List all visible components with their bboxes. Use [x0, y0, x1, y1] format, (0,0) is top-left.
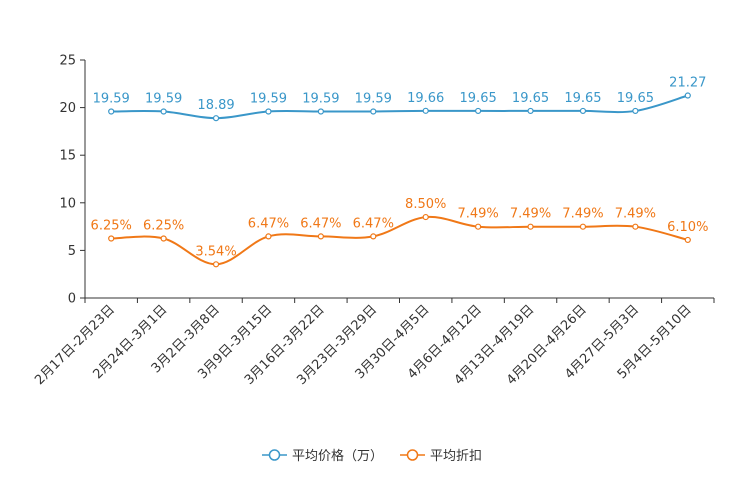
- data-point: [527, 223, 534, 230]
- data-label: 18.89: [197, 98, 234, 113]
- data-label: 6.47%: [300, 216, 341, 231]
- data-point: [579, 107, 587, 115]
- data-label: 19.65: [564, 91, 601, 106]
- legend-item-1[interactable]: 平均折扣: [400, 449, 482, 464]
- data-label: 19.59: [250, 92, 287, 107]
- data-point: [370, 233, 377, 240]
- y-tick-label: 10: [59, 196, 76, 211]
- data-label: 6.25%: [143, 219, 184, 234]
- y-tick-label: 20: [59, 101, 76, 116]
- series-line-0: [111, 94, 689, 120]
- data-label: 19.65: [512, 91, 549, 106]
- data-label: 6.47%: [353, 216, 394, 231]
- data-point: [317, 108, 324, 115]
- data-label: 7.49%: [510, 207, 551, 222]
- series-line-1: [111, 215, 689, 266]
- data-label: 7.49%: [615, 207, 656, 222]
- data-point: [684, 236, 691, 244]
- legend-item-0[interactable]: 平均价格（万）: [262, 448, 383, 464]
- legend-label: 平均价格（万）: [292, 448, 383, 464]
- data-point: [475, 223, 482, 230]
- data-label: 21.27: [669, 76, 706, 91]
- data-point: [422, 213, 429, 221]
- data-label: 6.47%: [248, 216, 289, 231]
- data-labels: 19.59 19.59 18.89 19.59 19.59 19.59 19.66 19.65…: [91, 76, 709, 260]
- data-point: [265, 233, 272, 240]
- data-label: 19.59: [93, 92, 130, 107]
- data-point: [108, 108, 115, 115]
- data-point: [632, 107, 639, 115]
- data-point: [527, 107, 534, 115]
- legend[interactable]: 平均价格（万） 平均折扣: [262, 448, 482, 464]
- data-label: 7.49%: [457, 207, 498, 222]
- data-label: 19.65: [460, 91, 497, 106]
- data-point: [370, 108, 377, 115]
- legend-marker-icon: [406, 449, 419, 461]
- data-point: [160, 235, 167, 242]
- data-point: [684, 92, 691, 99]
- y-tick-label: 15: [59, 149, 76, 164]
- data-label: 19.59: [145, 92, 182, 107]
- y-tick-label: 25: [59, 54, 76, 69]
- data-point: [317, 233, 324, 240]
- legend-marker-icon: [268, 449, 281, 461]
- data-point: [160, 108, 167, 115]
- data-label: 19.59: [302, 92, 339, 107]
- data-label: 19.65: [617, 91, 654, 106]
- data-point: [108, 235, 115, 242]
- data-label: 19.59: [355, 92, 392, 107]
- series-group: [108, 92, 691, 268]
- data-label: 3.54%: [195, 244, 236, 259]
- data-point: [475, 107, 482, 115]
- data-point: [579, 223, 587, 230]
- data-label: 19.66: [407, 91, 444, 106]
- data-label: 6.10%: [667, 220, 708, 235]
- data-point: [265, 108, 272, 115]
- data-point: [212, 115, 220, 122]
- legend-label: 平均折扣: [430, 449, 482, 464]
- data-point: [212, 261, 220, 268]
- data-label: 6.25%: [91, 219, 132, 234]
- y-tick-label: 5: [68, 244, 76, 259]
- y-tick-label: 0: [68, 292, 76, 307]
- data-point: [422, 107, 429, 114]
- data-label: 7.49%: [562, 207, 603, 222]
- data-label: 8.50%: [405, 197, 446, 212]
- data-point: [632, 223, 639, 230]
